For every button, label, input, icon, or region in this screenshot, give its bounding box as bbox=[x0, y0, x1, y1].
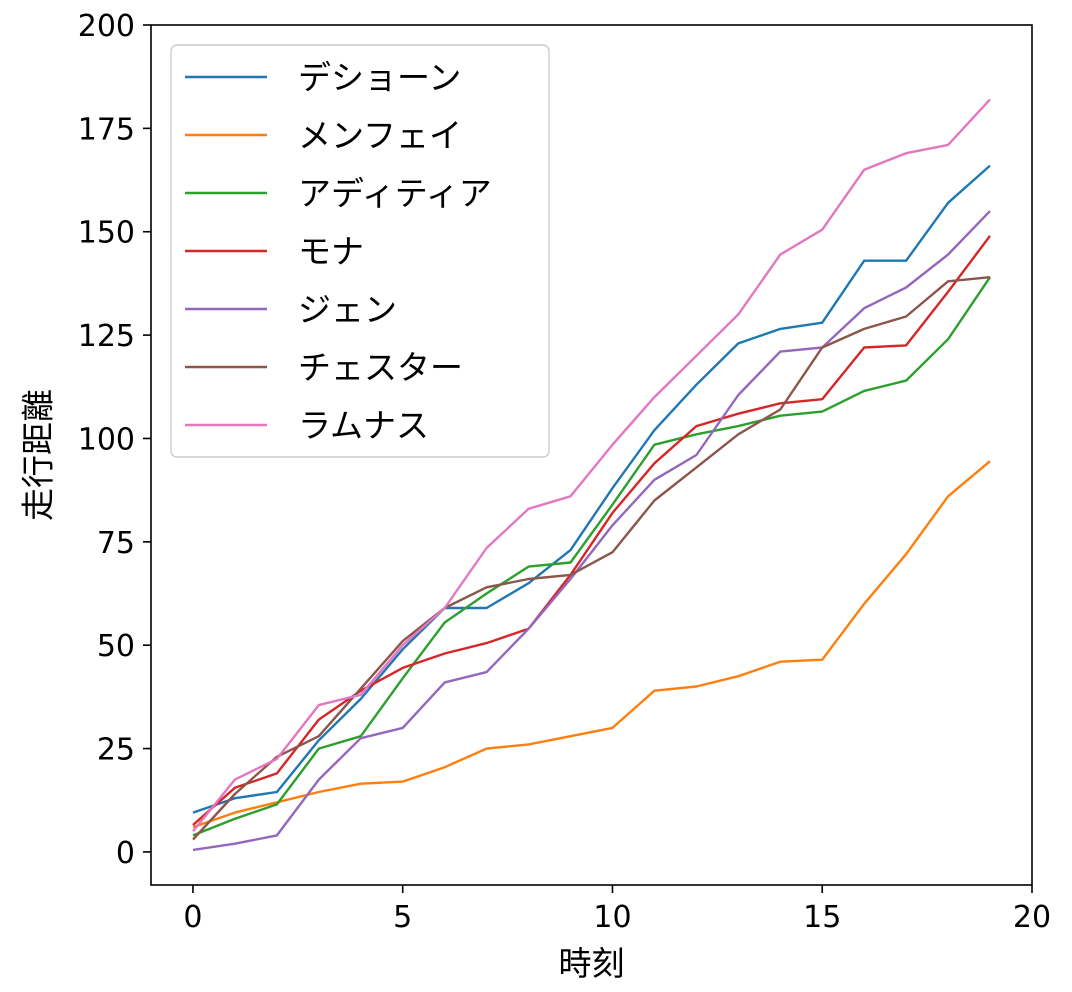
y-tick-label: 0 bbox=[116, 836, 135, 871]
legend-entry: チェスター bbox=[298, 348, 463, 387]
series-line bbox=[192, 276, 991, 841]
y-tick-label: 125 bbox=[78, 319, 135, 354]
y-tick-label: 100 bbox=[78, 422, 135, 457]
series-line bbox=[192, 276, 991, 837]
x-tick-label: 15 bbox=[803, 900, 841, 935]
x-tick-label: 20 bbox=[1013, 900, 1051, 935]
series-line bbox=[192, 460, 991, 829]
y-tick-label: 50 bbox=[97, 629, 135, 664]
legend-entry: モナ bbox=[298, 232, 364, 271]
y-tick-label: 200 bbox=[78, 9, 135, 44]
plot-frame bbox=[150, 24, 1033, 886]
legend-entry: メンフェイ bbox=[298, 116, 462, 155]
x-tick-label: 5 bbox=[393, 900, 412, 935]
legend-entry: ジェン bbox=[298, 290, 397, 329]
y-axis-label: 走行距離 bbox=[19, 389, 58, 521]
y-tick-label: 75 bbox=[97, 526, 135, 561]
series-line bbox=[192, 98, 991, 833]
series-lines bbox=[192, 98, 991, 852]
legend-box bbox=[170, 44, 550, 458]
y-tick-label: 175 bbox=[78, 112, 135, 147]
series-line bbox=[192, 210, 991, 852]
series-line bbox=[192, 164, 991, 814]
legend-entry: ラムナス bbox=[298, 406, 429, 445]
y-tick-label: 25 bbox=[97, 733, 135, 768]
series-line bbox=[192, 235, 991, 826]
y-tick-label: 150 bbox=[78, 216, 135, 251]
legend-entry: デショーン bbox=[298, 58, 461, 97]
x-axis-label: 時刻 bbox=[559, 944, 625, 983]
x-tick-label: 0 bbox=[183, 900, 202, 935]
x-tick-label: 10 bbox=[593, 900, 631, 935]
legend-entry: アディティア bbox=[298, 174, 492, 213]
